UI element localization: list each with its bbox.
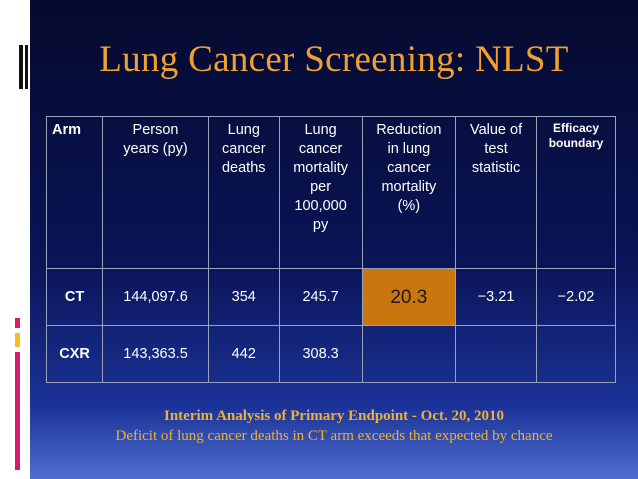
results-table: Arm Person years (py) Lung cancer deaths… <box>45 116 616 383</box>
table-row: CXR 143,363.5 442 308.3 <box>45 325 616 383</box>
footer-note: Deficit of lung cancer deaths in CT arm … <box>115 428 553 444</box>
left-decor-strip <box>0 0 30 479</box>
decor-bar <box>25 45 28 89</box>
table-cell: −3.21 <box>455 268 538 326</box>
decor-bar <box>19 45 23 89</box>
header-cell: Reduction in lung cancer mortality (%) <box>361 116 457 269</box>
table-cell <box>455 325 538 383</box>
row-label: CT <box>45 268 104 326</box>
table-cell: −2.02 <box>536 268 616 326</box>
header-cell: Arm <box>45 116 104 269</box>
row-label: CXR <box>45 325 104 383</box>
table-cell: 144,097.6 <box>102 268 209 326</box>
header-row: Arm Person years (py) Lung cancer deaths… <box>45 116 616 269</box>
header-cell: Efficacy boundary <box>536 116 616 269</box>
slide-title: Lung Cancer Screening: NLST <box>99 39 569 80</box>
table-cell: 354 <box>207 268 280 326</box>
slide: Lung Cancer Screening: NLST Arm Person y… <box>30 0 638 479</box>
decor-bar <box>15 318 20 328</box>
table-cell: 245.7 <box>278 268 363 326</box>
table-cell <box>536 325 616 383</box>
footer-heading: Interim Analysis of Primary Endpoint - O… <box>164 408 504 424</box>
decor-bar <box>15 333 20 347</box>
header-cell: Lung cancer deaths <box>207 116 280 269</box>
decor-bar <box>15 352 20 470</box>
table-cell <box>361 325 457 383</box>
table-cell: 143,363.5 <box>102 325 209 383</box>
header-cell: Lung cancer mortality per 100,000 py <box>278 116 363 269</box>
table-row: CT 144,097.6 354 245.7 20.3 −3.21 −2.02 <box>45 268 616 326</box>
header-cell: Person years (py) <box>102 116 209 269</box>
header-cell: Value of test statistic <box>455 116 538 269</box>
highlighted-cell: 20.3 <box>361 268 457 326</box>
table-cell: 442 <box>207 325 280 383</box>
table-cell: 308.3 <box>278 325 363 383</box>
